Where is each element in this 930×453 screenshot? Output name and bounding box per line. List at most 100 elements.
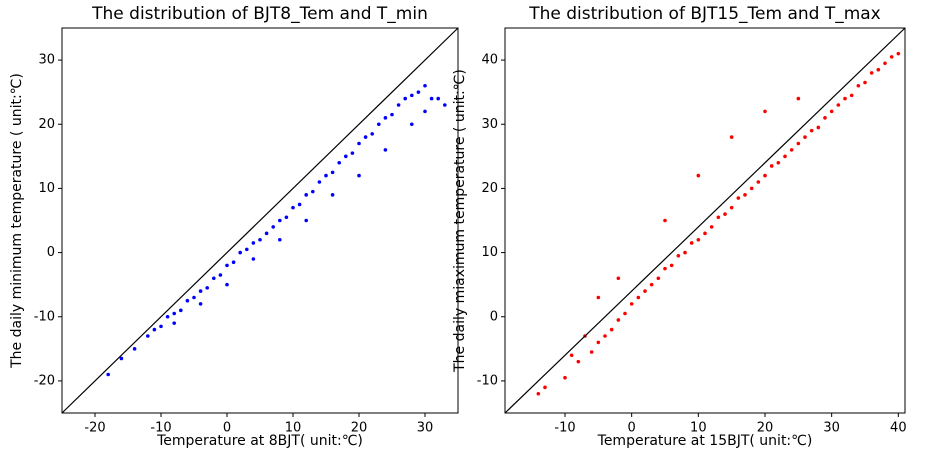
scatter-point xyxy=(869,71,874,75)
scatter-point xyxy=(649,282,654,287)
scatter-point xyxy=(165,314,170,319)
scatter-point xyxy=(205,286,209,290)
x-axis-label: Temperature at 15BJT( unit:℃) xyxy=(597,433,813,449)
scatter-point xyxy=(763,173,767,178)
x-tick-label: 10 xyxy=(285,421,302,436)
scatter-point xyxy=(723,212,727,216)
scatter-point xyxy=(843,96,847,101)
scatter-point xyxy=(218,273,223,277)
y-tick-label: 20 xyxy=(481,181,498,196)
scatter-point xyxy=(370,132,375,136)
scatter-point xyxy=(410,93,414,98)
scatter-point xyxy=(344,154,348,159)
scatter-point xyxy=(304,218,309,223)
scatter-point xyxy=(416,90,421,94)
scatter-point xyxy=(663,266,667,271)
scatter-point xyxy=(324,173,328,178)
y-tick-label: 0 xyxy=(47,245,55,260)
axes-frame xyxy=(61,27,459,414)
scatter-point xyxy=(383,148,388,152)
scatter-point xyxy=(396,103,401,107)
scatter-point xyxy=(716,215,721,220)
scatter-point xyxy=(231,260,236,265)
scatter-point xyxy=(132,347,137,351)
x-axis-label: Temperature at 8BJT( unit:℃) xyxy=(156,433,363,449)
scatter-point xyxy=(390,112,394,117)
scatter-point xyxy=(536,391,541,396)
scatter-point xyxy=(264,231,269,236)
scatter-point xyxy=(152,327,157,332)
scatter-point xyxy=(896,51,901,56)
y-tick-label: -10 xyxy=(34,309,55,324)
scatter-point xyxy=(849,93,854,98)
x-tick-label: 0 xyxy=(628,421,636,436)
x-tick-label: 0 xyxy=(223,421,231,436)
scatter-point xyxy=(192,295,196,300)
scatter-point xyxy=(876,67,881,72)
scatter-point xyxy=(829,109,834,114)
x-tick-label: -10 xyxy=(554,421,575,436)
x-tick-label: 30 xyxy=(417,421,434,436)
scatter-point xyxy=(796,141,801,146)
y-tick-label: 20 xyxy=(38,117,55,132)
scatter-point xyxy=(225,263,229,268)
scatter-point xyxy=(278,218,282,223)
scatter-point xyxy=(317,180,322,184)
scatter-point xyxy=(258,237,262,242)
scatter-point xyxy=(836,103,841,107)
scatter-point xyxy=(429,96,434,101)
y-tick-label: 0 xyxy=(490,309,498,324)
scatter-point xyxy=(656,276,661,281)
scatter-point xyxy=(159,324,163,329)
x-tick-label: 10 xyxy=(690,421,707,436)
scatter-point xyxy=(198,289,203,293)
scatter-point xyxy=(763,109,767,114)
scatter-point xyxy=(363,135,368,139)
scatter-point xyxy=(796,96,801,101)
scatter-point xyxy=(683,250,687,255)
x-tick-label: -10 xyxy=(150,421,171,436)
y-tick-label: -20 xyxy=(34,373,55,388)
scatter-point xyxy=(736,196,741,200)
scatter-point xyxy=(563,375,567,380)
scatter-point xyxy=(643,289,647,293)
scatter-point xyxy=(749,186,754,191)
scatter-point xyxy=(823,116,827,120)
scatter-point xyxy=(311,189,315,194)
scatter-point xyxy=(709,225,714,229)
reference-line xyxy=(504,27,906,414)
scatter-point xyxy=(106,372,110,377)
scatter-point xyxy=(729,135,734,139)
scatter-point xyxy=(212,276,216,281)
scatter-point xyxy=(225,282,229,287)
scatter-point xyxy=(883,61,887,66)
scatter-point xyxy=(889,55,894,59)
x-tick-label: -20 xyxy=(84,421,105,436)
axes-frame xyxy=(504,27,906,414)
scatter-point xyxy=(357,173,361,178)
scatter-point xyxy=(663,218,667,223)
scatter-point xyxy=(251,241,256,245)
scatter-point xyxy=(609,327,614,332)
x-tick-label: 30 xyxy=(823,421,840,436)
scatter-point xyxy=(337,160,342,165)
scatter-point xyxy=(703,231,707,236)
scatter-point xyxy=(776,160,781,165)
scatter-point xyxy=(436,96,441,101)
scatter-point xyxy=(238,250,242,255)
scatter-point xyxy=(676,253,681,258)
y-tick-label: 30 xyxy=(481,117,498,132)
scatter-point xyxy=(669,263,674,268)
scatter-point xyxy=(756,180,761,184)
scatter-point xyxy=(377,122,381,127)
scatter-point xyxy=(423,109,427,114)
scatter-point xyxy=(729,205,734,210)
scatter-point xyxy=(863,80,867,85)
scatter-point xyxy=(291,205,295,210)
scatter-point xyxy=(543,385,547,390)
scatter-point xyxy=(589,350,594,354)
scatter-point xyxy=(304,193,309,197)
scatter-point xyxy=(198,302,203,306)
scatter-point xyxy=(172,311,176,316)
